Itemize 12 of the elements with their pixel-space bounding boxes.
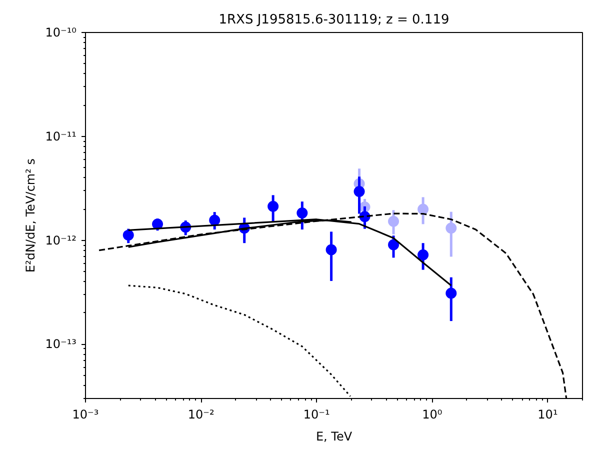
y-tick-label: 10⁻¹¹	[45, 129, 77, 144]
chart-title: 1RXS J195815.6-301119; z = 0.119	[218, 12, 450, 28]
x-tick-label: 10⁻¹	[303, 408, 330, 422]
x-tick-label: 10⁻²	[188, 408, 214, 422]
x-tick-label: 10⁰	[422, 408, 442, 422]
x-axis-title: E, TeV	[316, 430, 353, 444]
x-tick-label: 10⁻³	[72, 408, 99, 422]
y-tick-label: 10⁻¹⁰	[45, 26, 77, 40]
y-tick-label: 10⁻¹²	[45, 233, 77, 248]
y-axis-title: E²dN/dE, TeV/cm² s	[23, 158, 38, 272]
x-tick-label: 10¹	[538, 408, 558, 422]
y-tick-label: 10⁻¹³	[45, 337, 77, 352]
